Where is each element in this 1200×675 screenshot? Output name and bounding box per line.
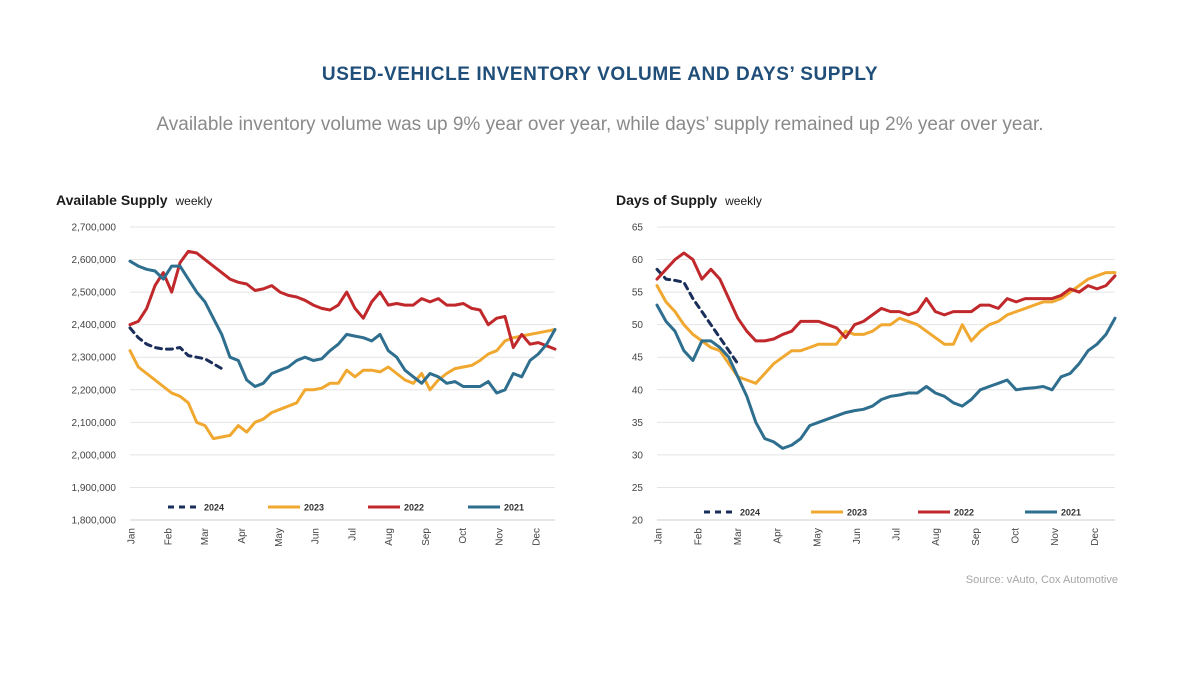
chart0-legend-label-2021: 2021: [504, 503, 524, 513]
chart0-ytick-label: 1,800,000: [72, 516, 117, 527]
chart1-xtick-oct: Oct: [1011, 528, 1022, 544]
chart1-xtick-dec: Dec: [1090, 528, 1101, 546]
chart1-xtick-feb: Feb: [693, 528, 704, 546]
chart1-series-2021: [655, 303, 1117, 450]
chart0-legend-label-2023: 2023: [304, 503, 324, 513]
chart1-legend-label-2023: 2023: [847, 508, 867, 518]
source-note: Source: vAuto, Cox Automotive: [965, 574, 1118, 586]
chart1-ytick-label: 45: [632, 353, 644, 364]
chart0-ytick-label: 2,500,000: [72, 288, 117, 299]
chart0-ytick-label: 2,100,000: [72, 418, 117, 429]
chart1-ytick-label: 65: [632, 223, 644, 234]
chart0-series-2024: [128, 326, 224, 371]
chart1-ytick-label: 20: [632, 516, 644, 527]
chart1-xtick-may: May: [812, 528, 823, 547]
chart0-subtitle: weekly: [175, 194, 213, 208]
chart0-xtick-mar: Mar: [200, 527, 211, 545]
chart1-ytick-label: 30: [632, 450, 644, 461]
chart0-xtick-dec: Dec: [531, 528, 542, 546]
page-title: USED-VEHICLE INVENTORY VOLUME AND DAYS’ …: [321, 64, 879, 85]
chart0-legend-label-2024: 2024: [204, 503, 224, 513]
chart0-ytick-label: 2,300,000: [72, 353, 117, 364]
chart1-xtick-apr: Apr: [773, 527, 784, 543]
chart0-legend-label-2022: 2022: [404, 503, 424, 513]
chart0-series-2022: [128, 249, 557, 351]
chart0-xtick-jan: Jan: [127, 528, 138, 544]
chart1-xtick-nov: Nov: [1050, 528, 1061, 546]
chart1-xtick-jan: Jan: [654, 528, 665, 544]
chart0-ytick-label: 1,900,000: [72, 483, 117, 494]
chart0-series-2023: [128, 328, 557, 441]
chart1-series-2024: [655, 267, 740, 366]
chart1-xtick-mar: Mar: [733, 527, 744, 545]
chart0-ytick-label: 2,400,000: [72, 320, 117, 331]
page-subtitle: Available inventory volume was up 9% yea…: [156, 114, 1044, 135]
chart1-xtick-jun: Jun: [852, 528, 863, 544]
chart1-subtitle: weekly: [724, 194, 762, 208]
chart0-ytick-label: 2,700,000: [72, 223, 117, 234]
chart0-ytick-label: 2,200,000: [72, 385, 117, 396]
chart1-series-2022: [655, 251, 1117, 343]
chart0-xtick-sep: Sep: [421, 528, 432, 546]
available-supply-chart: Available Supply weekly 2,700,000 2,600,000…: [56, 192, 557, 547]
chart1-xtick-jul: Jul: [892, 528, 903, 541]
chart1-ytick-label: 40: [632, 385, 644, 396]
chart1-legend-label-2024: 2024: [740, 508, 760, 518]
chart1-ytick-label: 55: [632, 288, 644, 299]
chart1-ytick-label: 60: [632, 255, 644, 266]
chart0-xtick-jun: Jun: [311, 528, 322, 544]
chart1-ytick-label: 25: [632, 483, 644, 494]
chart0-title: Available Supply: [56, 192, 168, 208]
chart1-title: Days of Supply: [616, 192, 717, 208]
chart1-ytick-label: 35: [632, 418, 644, 429]
chart0-xtick-oct: Oct: [458, 528, 469, 544]
chart1-xtick-aug: Aug: [931, 528, 942, 546]
chart0-xtick-apr: Apr: [237, 527, 248, 543]
chart0-xtick-feb: Feb: [163, 528, 174, 546]
chart0-xtick-jul: Jul: [347, 528, 358, 541]
chart1-legend-label-2021: 2021: [1061, 508, 1081, 518]
chart0-ytick-label: 2,000,000: [72, 450, 117, 461]
chart0-series-2021: [128, 259, 557, 395]
chart0-ytick-label: 2,600,000: [72, 255, 117, 266]
days-of-supply-chart: Days of Supply weekly 65 60 55 50 45 40 35 30 25 20…: [616, 192, 1117, 547]
chart1-legend-label-2022: 2022: [954, 508, 974, 518]
chart1-ytick-label: 50: [632, 320, 644, 331]
chart1-xtick-sep: Sep: [971, 528, 982, 546]
chart0-xtick-may: May: [274, 528, 285, 547]
chart0-xtick-nov: Nov: [495, 528, 506, 546]
chart0-xtick-aug: Aug: [384, 528, 395, 546]
